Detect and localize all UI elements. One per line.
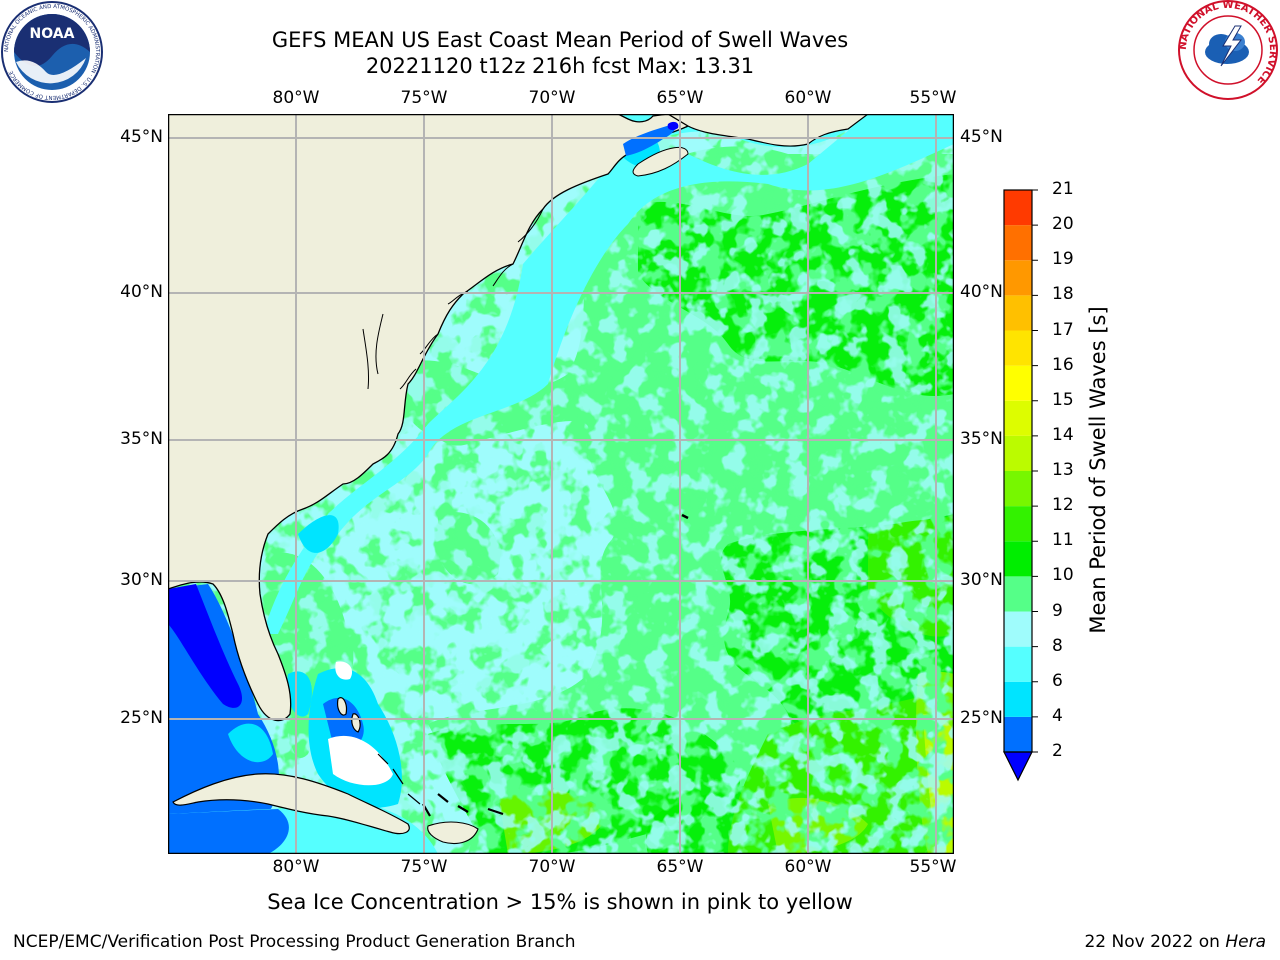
lon-label-top: 55°W <box>909 88 957 108</box>
colorbar-segment <box>1004 506 1032 542</box>
colorbar-segment <box>1004 435 1032 471</box>
lat-label-right: 35°N <box>960 429 1003 449</box>
colorbar-tick-label: 18 <box>1052 284 1074 305</box>
chesapeake-bay-outline <box>362 313 384 390</box>
colorbar-label: Mean Period of Swell Waves [s] <box>1086 306 1110 634</box>
noaa-logo-text: NOAA <box>30 26 75 42</box>
footer-system: Hera <box>1225 932 1266 952</box>
land-hispaniola <box>427 821 479 845</box>
colorbar-segment <box>1004 471 1032 507</box>
lon-label-top: 65°W <box>656 88 704 108</box>
lat-label-right: 30°N <box>960 570 1003 590</box>
colorbar-segment <box>1004 646 1032 682</box>
swell-region-2-4s <box>168 809 289 854</box>
bahamas-no-data <box>328 735 393 786</box>
swell-region-2-4s <box>623 124 676 156</box>
lon-label-top: 80°W <box>272 88 320 108</box>
colorbar-tick-label: 17 <box>1052 319 1074 340</box>
lon-label-bottom: 60°W <box>784 857 832 877</box>
colorbar-tick-label: 12 <box>1052 495 1074 516</box>
lat-label-right: 25°N <box>960 708 1003 728</box>
colorbar <box>1003 189 1038 782</box>
land-north-america <box>168 114 690 722</box>
colorbar-segment <box>1004 611 1032 647</box>
colorbar-tick-label: 15 <box>1052 389 1074 410</box>
footer-date-text: 22 Nov 2022 on <box>1084 932 1220 952</box>
land-cuba <box>172 773 410 835</box>
colorbar-tick-label: 19 <box>1052 249 1074 270</box>
colorbar-tick-label: 20 <box>1052 214 1074 235</box>
map-title: GEFS MEAN US East Coast Mean Period of S… <box>271 28 849 52</box>
colorbar-segment <box>1004 260 1032 296</box>
colorbar-tick-label: 9 <box>1052 600 1063 621</box>
colorbar-tick-label: 14 <box>1052 424 1074 445</box>
colorbar-tick-label: 10 <box>1052 565 1074 586</box>
swell-region-4-6s <box>287 671 312 717</box>
swell-region-6-8s <box>263 114 954 634</box>
lat-label-left: 35°N <box>120 429 163 449</box>
colorbar-tick-label: 4 <box>1052 705 1063 726</box>
swell-region-below-2s <box>667 121 679 131</box>
colorbar-segment <box>1004 330 1032 366</box>
lon-label-bottom: 65°W <box>656 857 704 877</box>
colorbar-tick-label: 6 <box>1052 670 1063 691</box>
colorbar-tick-label: 21 <box>1052 179 1074 199</box>
colorbar-under-arrow <box>1003 751 1033 782</box>
swell-period-map <box>168 114 954 854</box>
land-caribbean-islands <box>422 793 504 817</box>
swell-region-4-6s <box>298 515 339 553</box>
colorbar-tick-label: 16 <box>1052 354 1074 375</box>
swell-region-below-2s <box>168 584 243 708</box>
nws-logo-icon: NATIONAL WEATHER SERVICE <box>1178 0 1278 100</box>
colorbar-segment <box>1004 365 1032 401</box>
lat-label-right: 40°N <box>960 282 1003 302</box>
map-frame <box>168 114 954 854</box>
lon-label-top: 70°W <box>528 88 576 108</box>
land-bahamas <box>337 697 421 805</box>
sea-ice-note: Sea Ice Concentration > 15% is shown in … <box>267 890 853 914</box>
footer-date: 22 Nov 2022 on Hera <box>1084 932 1266 952</box>
lat-label-left: 40°N <box>120 282 163 302</box>
lat-label-left: 30°N <box>120 570 163 590</box>
lat-label-right: 45°N <box>960 127 1003 147</box>
graticule <box>168 114 954 854</box>
lon-label-bottom: 75°W <box>400 857 448 877</box>
swell-region-4-6s <box>228 723 273 763</box>
colorbar-segment <box>1004 541 1032 577</box>
lon-label-bottom: 55°W <box>909 857 957 877</box>
map-subtitle: 20221120 t12z 216h fcst Max: 13.31 <box>365 54 755 78</box>
colorbar-tick-label: 13 <box>1052 460 1074 480</box>
lat-label-left: 25°N <box>120 708 163 728</box>
lon-label-bottom: 80°W <box>272 857 320 877</box>
colorbar-segment <box>1004 190 1032 226</box>
colorbar-segment <box>1004 400 1032 436</box>
lon-label-bottom: 70°W <box>528 857 576 877</box>
lon-label-top: 75°W <box>400 88 448 108</box>
land-bermuda <box>681 513 689 520</box>
lat-label-left: 45°N <box>120 127 163 147</box>
colorbar-tick-label: 11 <box>1052 530 1074 551</box>
colorbar-segment <box>1004 295 1032 331</box>
colorbar-segment <box>1004 681 1032 717</box>
noaa-logo-icon: NOAA NATIONAL OCEANIC AND ATMOSPHERIC AD… <box>1 1 103 103</box>
swell-region-2-4s <box>323 697 364 748</box>
footer-branch: NCEP/EMC/Verification Post Processing Pr… <box>13 932 576 952</box>
lon-label-top: 60°W <box>784 88 832 108</box>
coastline-details <box>399 208 544 390</box>
bahamas-no-data <box>335 661 353 680</box>
colorbar-segment <box>1004 225 1032 261</box>
colorbar-segment <box>1004 576 1032 612</box>
land-nova-scotia-peninsula <box>632 146 689 177</box>
colorbar-segment <box>1004 716 1032 752</box>
colorbar-tick-label: 8 <box>1052 635 1063 656</box>
colorbar-tick-label: 2 <box>1052 741 1063 761</box>
